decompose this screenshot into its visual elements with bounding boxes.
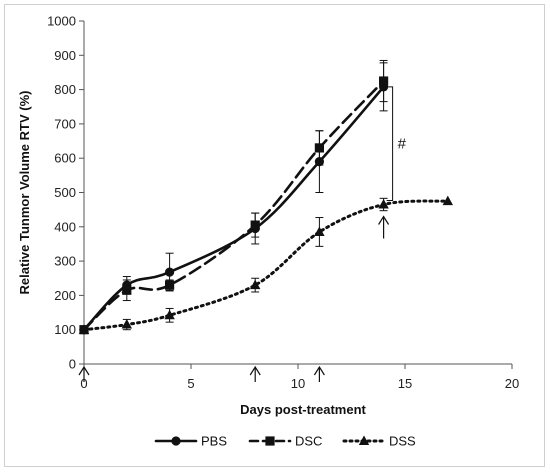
chart-frame xyxy=(4,4,545,467)
legend-item-dss: DSS xyxy=(342,434,416,449)
arrow-head xyxy=(249,365,261,376)
data-point-dsc xyxy=(165,280,175,290)
treatment-arrow xyxy=(313,365,325,382)
arrow-head xyxy=(313,365,325,376)
x-axis-ticks: 0 5 10 15 20 xyxy=(80,364,519,391)
data-point-dss xyxy=(314,226,325,236)
data-point-dss xyxy=(378,199,389,209)
data-point-dss xyxy=(442,195,453,206)
treatment-arrow xyxy=(378,215,390,239)
y-tick-label: 300 xyxy=(54,254,76,269)
arrow-head xyxy=(78,365,90,376)
y-tick-label: 700 xyxy=(54,116,76,131)
x-tick-label: 20 xyxy=(505,376,519,391)
y-tick-label: 500 xyxy=(54,185,76,200)
y-tick-label: 800 xyxy=(54,82,76,97)
legend-marker xyxy=(265,436,275,446)
data-point-dsc xyxy=(379,76,389,86)
significance-bracket xyxy=(386,86,394,202)
legend-marker xyxy=(171,436,181,446)
legend: PBS DSC DSS xyxy=(154,434,416,449)
legend-label: DSC xyxy=(295,434,322,449)
treatment-arrow xyxy=(78,365,90,382)
y-axis-ticks: 0 100 200 300 400 500 600 700 800 900 1000 xyxy=(47,14,84,372)
data-point-dsc xyxy=(314,143,324,153)
data-point-dss xyxy=(164,309,175,320)
y-tick-label: 200 xyxy=(54,288,76,303)
significance-label: # xyxy=(398,136,407,153)
data-point-dsc xyxy=(122,285,132,295)
x-tick-label: 15 xyxy=(398,376,412,391)
legend-marker xyxy=(358,435,370,445)
y-tick-label: 600 xyxy=(54,151,76,166)
legend-label: PBS xyxy=(201,434,227,449)
significance-annotation: # xyxy=(386,86,407,202)
treatment-arrows xyxy=(78,215,390,382)
series-layer xyxy=(78,59,453,335)
axes xyxy=(83,21,512,365)
legend-item-pbs: PBS xyxy=(154,434,227,449)
y-tick-label: 1000 xyxy=(47,14,76,29)
y-axis-title: Relative Tunmor Volume RTV (%) xyxy=(17,91,32,295)
series-dss xyxy=(78,195,453,334)
y-tick-label: 100 xyxy=(54,322,76,337)
data-point-dss xyxy=(121,319,132,329)
x-tick-label: 10 xyxy=(291,376,305,391)
arrow-head xyxy=(378,215,390,225)
x-axis-title: Days post-treatment xyxy=(240,402,366,417)
data-point-pbs xyxy=(165,267,175,277)
series-dsc xyxy=(79,59,389,335)
data-point-dss xyxy=(78,324,90,334)
x-tick-label: 5 xyxy=(187,376,194,391)
y-tick-label: 0 xyxy=(69,357,76,372)
y-tick-label: 400 xyxy=(54,219,76,234)
data-point-dss xyxy=(250,279,261,290)
treatment-arrow xyxy=(249,365,261,382)
legend-label: DSS xyxy=(389,434,416,449)
x-tick-label: 0 xyxy=(80,376,87,391)
data-point-dsc xyxy=(250,220,260,230)
legend-item-dsc: DSC xyxy=(248,434,322,449)
y-tick-label: 900 xyxy=(54,48,76,63)
